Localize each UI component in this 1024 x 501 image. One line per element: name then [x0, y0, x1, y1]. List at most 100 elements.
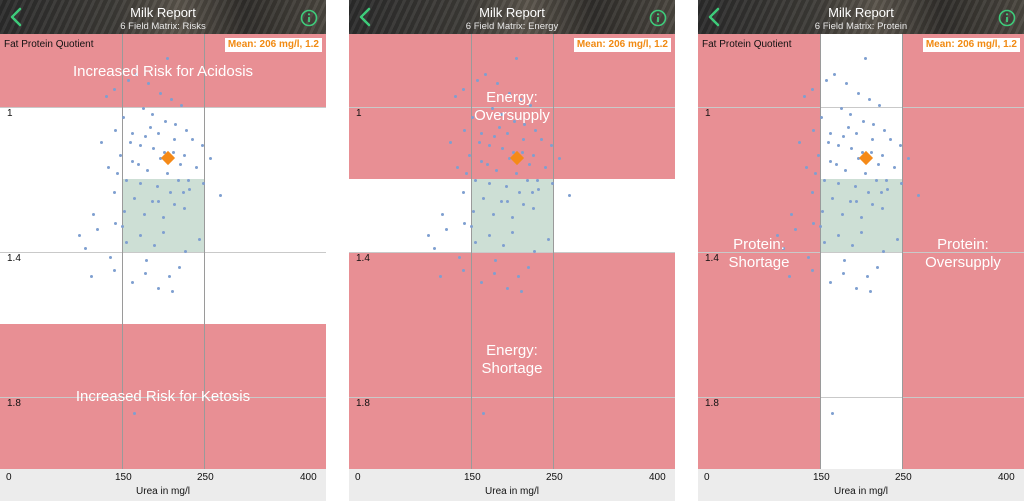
- zone-optimal: [471, 179, 553, 252]
- data-point: [471, 116, 475, 120]
- data-point: [127, 79, 131, 83]
- panel-risks: Milk Report 6 Field Matrix: Risks Increa…: [0, 0, 326, 501]
- data-point: [812, 222, 816, 226]
- header-background: [0, 0, 326, 34]
- data-point: [821, 209, 825, 213]
- data-point: [851, 243, 855, 247]
- info-circle-icon[interactable]: [300, 9, 318, 27]
- info-circle-icon[interactable]: [998, 9, 1016, 27]
- data-point: [505, 131, 509, 135]
- zone-label-oversupply: Energy: Oversupply: [474, 89, 550, 124]
- data-point: [487, 144, 491, 148]
- data-point: [177, 265, 181, 269]
- data-point: [141, 107, 145, 111]
- data-point: [468, 153, 472, 157]
- data-point: [866, 274, 870, 278]
- data-point: [105, 94, 109, 98]
- data-point: [115, 172, 119, 176]
- data-point: [787, 274, 791, 278]
- y-tick-label: 1: [7, 108, 13, 119]
- x-tick-label: 150: [464, 472, 481, 483]
- data-point: [469, 225, 473, 229]
- data-point: [427, 234, 431, 238]
- data-point: [202, 181, 206, 185]
- chevron-left-icon[interactable]: [6, 6, 26, 28]
- data-point: [172, 138, 176, 142]
- x-axis-title: Urea in mg/l: [485, 486, 539, 497]
- data-point: [551, 181, 555, 185]
- data-point: [822, 240, 826, 244]
- data-point: [521, 203, 525, 207]
- data-point: [463, 222, 467, 226]
- data-point: [803, 94, 807, 98]
- mean-badge: Mean: 206 mg/l, 1.2: [573, 38, 671, 52]
- data-point: [883, 128, 887, 132]
- data-point: [479, 281, 483, 285]
- data-point: [454, 94, 458, 98]
- data-point: [179, 163, 183, 166]
- y-tick-label: 1: [705, 108, 711, 119]
- info-circle-icon[interactable]: [649, 9, 667, 27]
- data-point: [825, 79, 829, 83]
- data-point: [112, 88, 116, 92]
- data-point: [438, 274, 442, 278]
- gridline-y-1-8: [0, 397, 326, 398]
- data-point: [480, 131, 484, 135]
- data-point: [817, 153, 821, 157]
- scatter-chart: Increased Risk for Acidosis Increased Ri…: [0, 34, 326, 469]
- data-point: [92, 212, 96, 216]
- page-title: Milk Report: [828, 5, 894, 20]
- panel-protein: Milk Report 6 Field Matrix: Protein Prot…: [698, 0, 1024, 501]
- chevron-left-icon[interactable]: [704, 6, 724, 28]
- data-point: [100, 141, 104, 145]
- data-point: [123, 209, 127, 213]
- data-point: [172, 150, 176, 154]
- data-point: [182, 153, 186, 157]
- zone-optimal: [820, 179, 902, 252]
- data-point: [877, 163, 881, 166]
- data-point: [511, 215, 515, 219]
- data-point: [526, 265, 530, 269]
- data-point: [828, 281, 832, 285]
- data-point: [528, 163, 532, 166]
- data-point: [119, 153, 123, 157]
- data-point: [530, 190, 534, 194]
- data-point: [492, 271, 496, 275]
- data-point: [491, 212, 495, 216]
- data-point: [828, 159, 832, 163]
- y-axis-title: Fat Protein Quotient: [702, 39, 792, 50]
- data-point: [549, 144, 553, 148]
- data-point: [149, 125, 153, 129]
- data-point: [145, 259, 149, 263]
- chevron-left-icon[interactable]: [355, 6, 375, 28]
- data-point: [822, 178, 826, 182]
- data-point: [567, 194, 571, 198]
- data-point: [481, 411, 485, 415]
- data-point: [163, 119, 167, 123]
- data-point: [194, 166, 198, 170]
- data-point: [463, 128, 467, 132]
- data-point: [96, 228, 100, 232]
- zone-shortage: [349, 252, 675, 469]
- x-axis: 0 150 250 400 Urea in mg/l: [349, 469, 675, 501]
- x-axis-title: Urea in mg/l: [834, 486, 888, 497]
- data-point: [837, 181, 841, 185]
- data-point: [870, 138, 874, 142]
- data-point: [848, 113, 852, 117]
- data-point: [481, 197, 485, 201]
- data-point: [132, 411, 136, 415]
- data-point: [156, 131, 160, 135]
- zone-shortage: [698, 34, 820, 469]
- data-point: [836, 234, 840, 238]
- data-point: [857, 91, 861, 95]
- data-point: [884, 178, 888, 182]
- data-point: [826, 141, 830, 145]
- data-point: [879, 190, 883, 194]
- data-point: [461, 190, 465, 194]
- data-point: [790, 212, 794, 216]
- data-point: [477, 141, 481, 145]
- x-tick-label: 150: [115, 472, 132, 483]
- data-point: [172, 203, 176, 207]
- x-tick-label: 250: [895, 472, 912, 483]
- data-point: [153, 243, 157, 247]
